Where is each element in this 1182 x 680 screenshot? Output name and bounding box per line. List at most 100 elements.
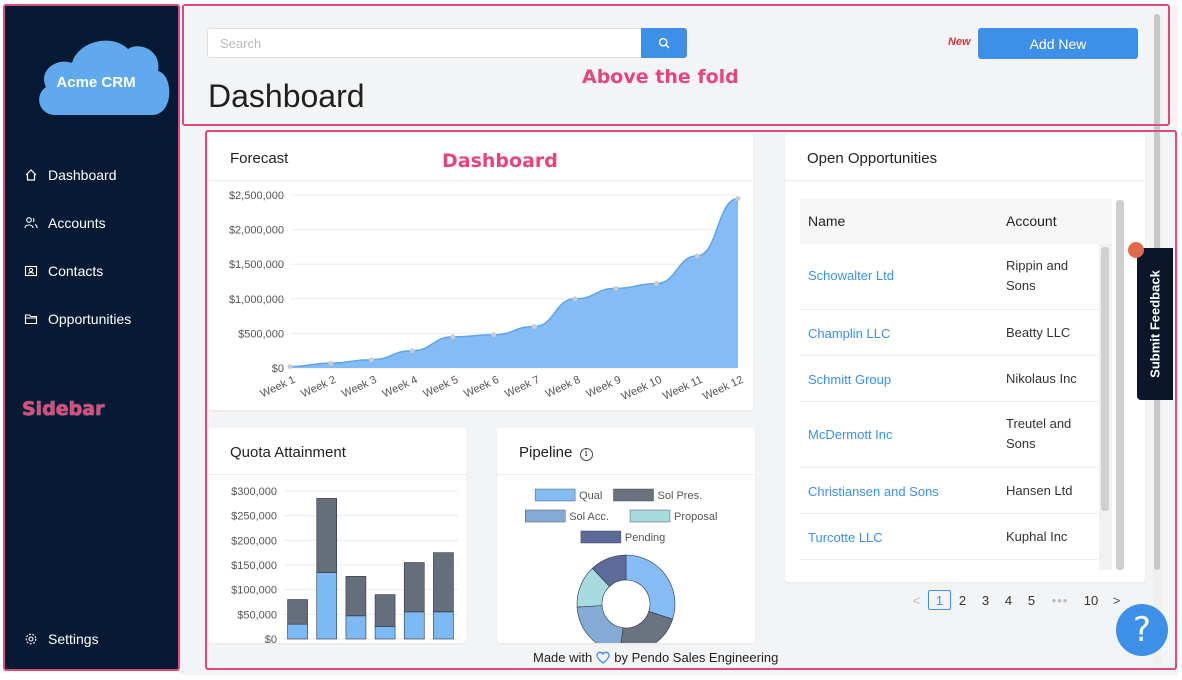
bar-segment [374,594,396,627]
search-button[interactable] [641,28,687,58]
bar-segment [345,615,367,640]
bar-segment [374,626,396,640]
pipeline-title-row: Pipeline i [519,444,593,461]
y-tick-label: $50,000 [237,609,277,621]
bar-segment [345,576,367,617]
feedback-notification-dot [1128,242,1144,258]
y-tick-label: $250,000 [231,511,277,523]
sidebar-annotation-label: Sidebar [22,398,105,420]
cloud-logo[interactable]: Acme CRM [34,31,174,121]
page-4-button[interactable]: 4 [1004,592,1013,608]
y-tick-label: $100,000 [231,585,277,597]
legend-swatch [629,509,671,523]
table-row[interactable]: Schowalter Ltd Rippin and Sons [800,244,1098,310]
account-cell: Beatty LLC [1006,325,1071,340]
x-tick-label: Week 6 [462,374,501,401]
opportunity-name-link[interactable]: Turcotte LLC [808,530,883,545]
x-tick-label: Week 12 [701,374,745,403]
opportunity-name-link[interactable]: Schmitt Group [808,372,892,387]
footer-prefix: Made with [533,650,593,665]
pipeline-title: Pipeline [519,444,573,461]
data-point [735,195,741,201]
dashboard-annotation-label: Dashboard [442,150,558,172]
quota-chart: $300,000 $250,000 $200,000 $150,000 $100,000… [231,486,458,643]
x-tick-label: Week 1 [259,374,298,401]
page-2-button[interactable]: 2 [958,592,967,608]
sidebar-item-label: Accounts [48,215,106,231]
pie-slice [576,605,624,643]
sidebar-item-accounts[interactable]: Accounts [24,215,106,231]
table-row[interactable]: Christiansen and Sons Hansen Ltd [800,468,1098,514]
column-header-account[interactable]: Account [1006,213,1057,229]
home-icon [25,169,37,181]
table-row[interactable]: Schmitt Group Nikolaus Inc [800,356,1098,402]
data-point [613,285,619,291]
table-row[interactable]: McDermott Inc Treutel and Sons [800,402,1098,468]
footer-suffix: by Pendo Sales Engineering [614,650,779,665]
table-row[interactable]: Champlin LLC Beatty LLC [800,310,1098,356]
column-header-name[interactable]: Name [808,213,846,229]
x-tick-label: Week 2 [299,374,338,401]
page-10-button[interactable]: 10 [1083,592,1099,608]
pie-slice [625,554,676,620]
table-row[interactable]: Turcotte LLC Kuphal Inc [800,514,1098,560]
sidebar-item-settings[interactable]: Settings [24,631,99,647]
legend-swatch [613,488,654,502]
sidebar-item-dashboard[interactable]: Dashboard [24,167,117,183]
account-cell: Treutel and Sons [1006,416,1072,451]
x-tick-label: Week 3 [340,374,379,401]
quota-card: Quota Attainment $300,000 $250,000 $200,00… [208,428,466,643]
contacts-icon [24,265,38,277]
bar-segment [403,611,425,640]
page-1-button[interactable]: 1 [928,590,951,610]
forecast-card: Forecast $2,500,000 $2,000,000 $1,500,000 $… [208,134,753,410]
quota-title: Quota Attainment [230,444,346,461]
sidebar-item-opportunities[interactable]: Opportunities [24,311,131,327]
prev-page-button[interactable]: < [912,592,921,608]
accounts-icon [24,217,38,229]
data-point [491,332,497,338]
gear-icon [25,633,37,645]
folder-icon [24,314,38,325]
page-5-button[interactable]: 5 [1027,592,1036,608]
opportunity-name-link[interactable]: Christiansen and Sons [808,484,939,499]
search-input[interactable] [207,28,643,58]
next-page-button[interactable]: > [1112,592,1121,608]
y-tick-label: $150,000 [231,560,277,572]
pie-slice [620,611,673,643]
y-tick-label: $200,000 [231,535,277,547]
help-button[interactable]: ? [1116,604,1168,656]
info-icon[interactable]: i [579,448,593,461]
y-tick-label: $300,000 [231,486,277,498]
opportunities-card: Open Opportunities Name Account Schowalt… [785,134,1145,582]
above-fold-annotation-label: Above the fold [582,66,739,88]
x-tick-label: Week 7 [503,374,542,401]
opportunity-name-link[interactable]: McDermott Inc [808,427,893,442]
opportunity-name-link[interactable]: Champlin LLC [808,326,891,341]
legend-swatch [525,509,566,523]
sidebar-item-label: Settings [48,631,99,647]
pipeline-card: Pipeline i Qual Sol Pres. Sol Acc. Proposal… [497,428,755,643]
data-point [694,253,700,259]
page-ellipsis[interactable]: ••• [1051,592,1069,608]
add-new-button[interactable]: Add New [978,28,1138,59]
legend-swatch [534,488,576,502]
table-scrollbar-thumb[interactable] [1101,247,1109,511]
legend-swatch [580,530,622,544]
account-cell: Kuphal Inc [1006,529,1068,544]
submit-feedback-tab[interactable]: Submit Feedback [1137,248,1173,400]
sidebar-item-label: Opportunities [48,311,132,327]
data-point [654,281,660,287]
page-3-button[interactable]: 3 [981,592,990,608]
table-header: Name Account [800,198,1112,244]
footer: Made with by Pendo Sales Engineering [533,650,778,665]
data-point [328,360,334,366]
heart-icon [596,651,610,664]
account-cell: Hansen Ltd [1006,483,1073,498]
bar-segment [287,599,308,625]
sidebar: Acme CRM Dashboard Accounts Contacts Opp… [4,5,179,670]
submit-feedback-label: Submit Feedback [1147,270,1163,378]
card-scrollbar-thumb[interactable] [1116,200,1124,570]
opportunity-name-link[interactable]: Schowalter Ltd [808,268,894,283]
sidebar-item-contacts[interactable]: Contacts [24,263,103,279]
